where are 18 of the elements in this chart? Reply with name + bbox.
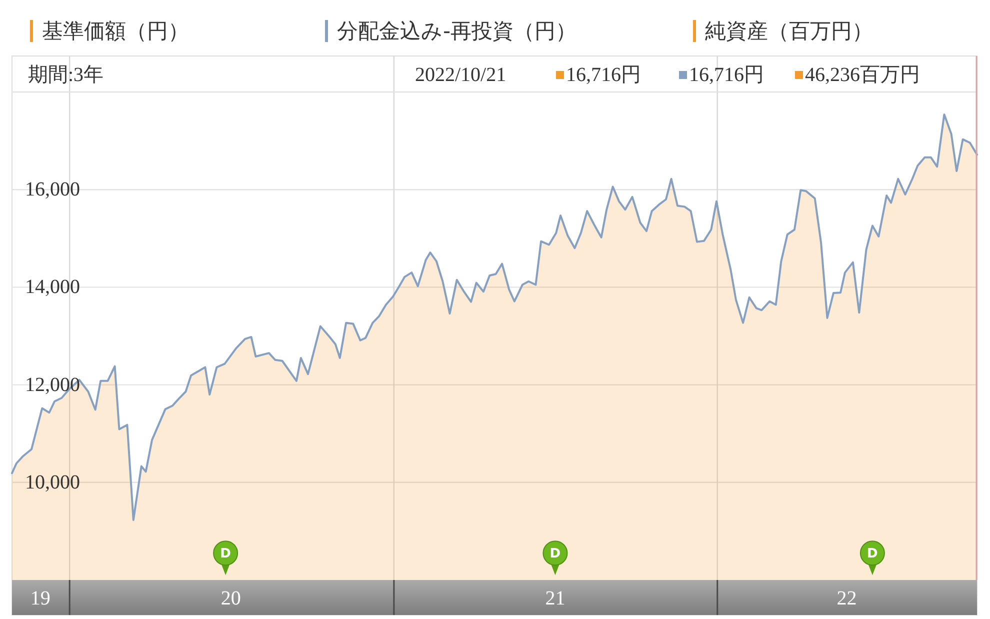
annotation: D [220,546,232,562]
x-tick-label: 22 [836,588,857,610]
text: 2022/10/21 [415,64,506,86]
legend-label: 純資産（百万円） [705,19,873,43]
y-tick-label: 10,000 [25,471,80,494]
x-tick-label: 21 [545,588,566,610]
legend-label: 基準価額（円） [42,19,189,43]
text: 46,236百万円 [805,64,920,86]
annotation: D [867,546,878,562]
text: 16,716円 [566,64,641,86]
annotation: D [550,546,561,562]
y-tick-label: 16,000 [25,178,80,201]
legend-label: 分配金込み-再投資（円） [337,19,577,43]
y-tick-label: 14,000 [25,276,80,298]
x-tick-label: 19 [30,588,50,610]
x-tick-label: 20 [220,588,241,610]
chart-subtitle: 期間:3年 [28,64,104,86]
text: 16,716円 [689,64,764,86]
